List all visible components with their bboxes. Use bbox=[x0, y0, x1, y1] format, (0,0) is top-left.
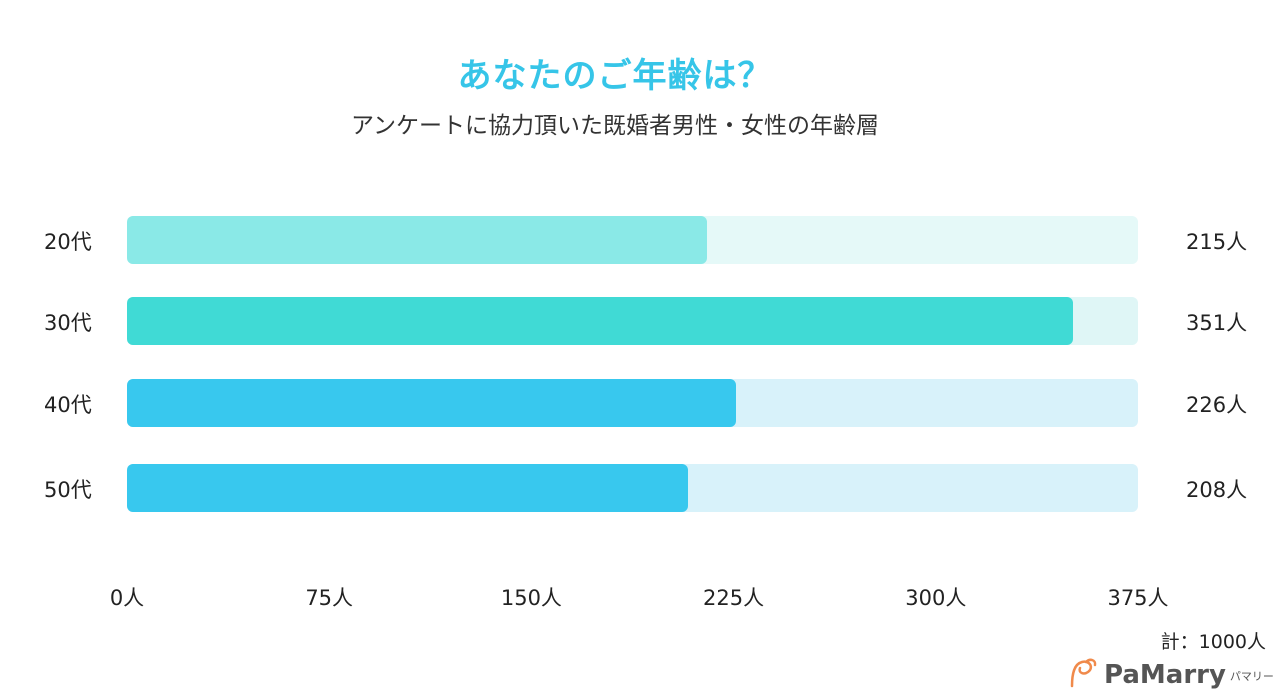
bar bbox=[127, 379, 737, 427]
x-tick-label: 375人 bbox=[1107, 586, 1169, 610]
category-label: 30代 bbox=[44, 311, 92, 335]
bar-track bbox=[127, 379, 1138, 427]
bar-row: 50代 208人 bbox=[0, 464, 1280, 512]
bar-track bbox=[127, 216, 1138, 264]
total-label: 計：1000人 bbox=[1160, 631, 1266, 653]
x-tick-label: 150人 bbox=[500, 586, 562, 610]
x-tick-label: 75人 bbox=[305, 586, 354, 610]
x-tick-label: 225人 bbox=[703, 586, 765, 610]
value-label: 208人 bbox=[1186, 478, 1248, 502]
chart-subtitle: アンケートに協力頂いた既婚者男性・女性の年齢層 bbox=[350, 113, 880, 139]
bar-row: 20代 215人 bbox=[0, 216, 1280, 264]
category-label: 20代 bbox=[44, 230, 92, 254]
category-label: 50代 bbox=[44, 478, 92, 502]
bar bbox=[127, 216, 707, 264]
value-label: 215人 bbox=[1186, 230, 1248, 254]
chart-title: あなたのご年齢は？ bbox=[457, 56, 773, 96]
value-label: 351人 bbox=[1186, 311, 1248, 335]
x-tick-label: 0人 bbox=[109, 586, 145, 610]
brand-mark-icon bbox=[1070, 658, 1097, 688]
brand-logo-sub: パマリー bbox=[1229, 670, 1274, 683]
bar-track bbox=[127, 464, 1138, 512]
brand-logo: PaMarry パマリー bbox=[1066, 656, 1274, 690]
brand-logo-text: PaMarry bbox=[1104, 660, 1226, 690]
bar bbox=[127, 464, 688, 512]
bar-row: 30代 351人 bbox=[0, 297, 1280, 345]
x-tick-label: 300人 bbox=[905, 586, 967, 610]
bar bbox=[127, 297, 1074, 345]
bar-row: 40代 226人 bbox=[0, 379, 1280, 427]
value-label: 226人 bbox=[1186, 393, 1248, 417]
category-label: 40代 bbox=[44, 393, 92, 417]
bar-track bbox=[127, 297, 1138, 345]
